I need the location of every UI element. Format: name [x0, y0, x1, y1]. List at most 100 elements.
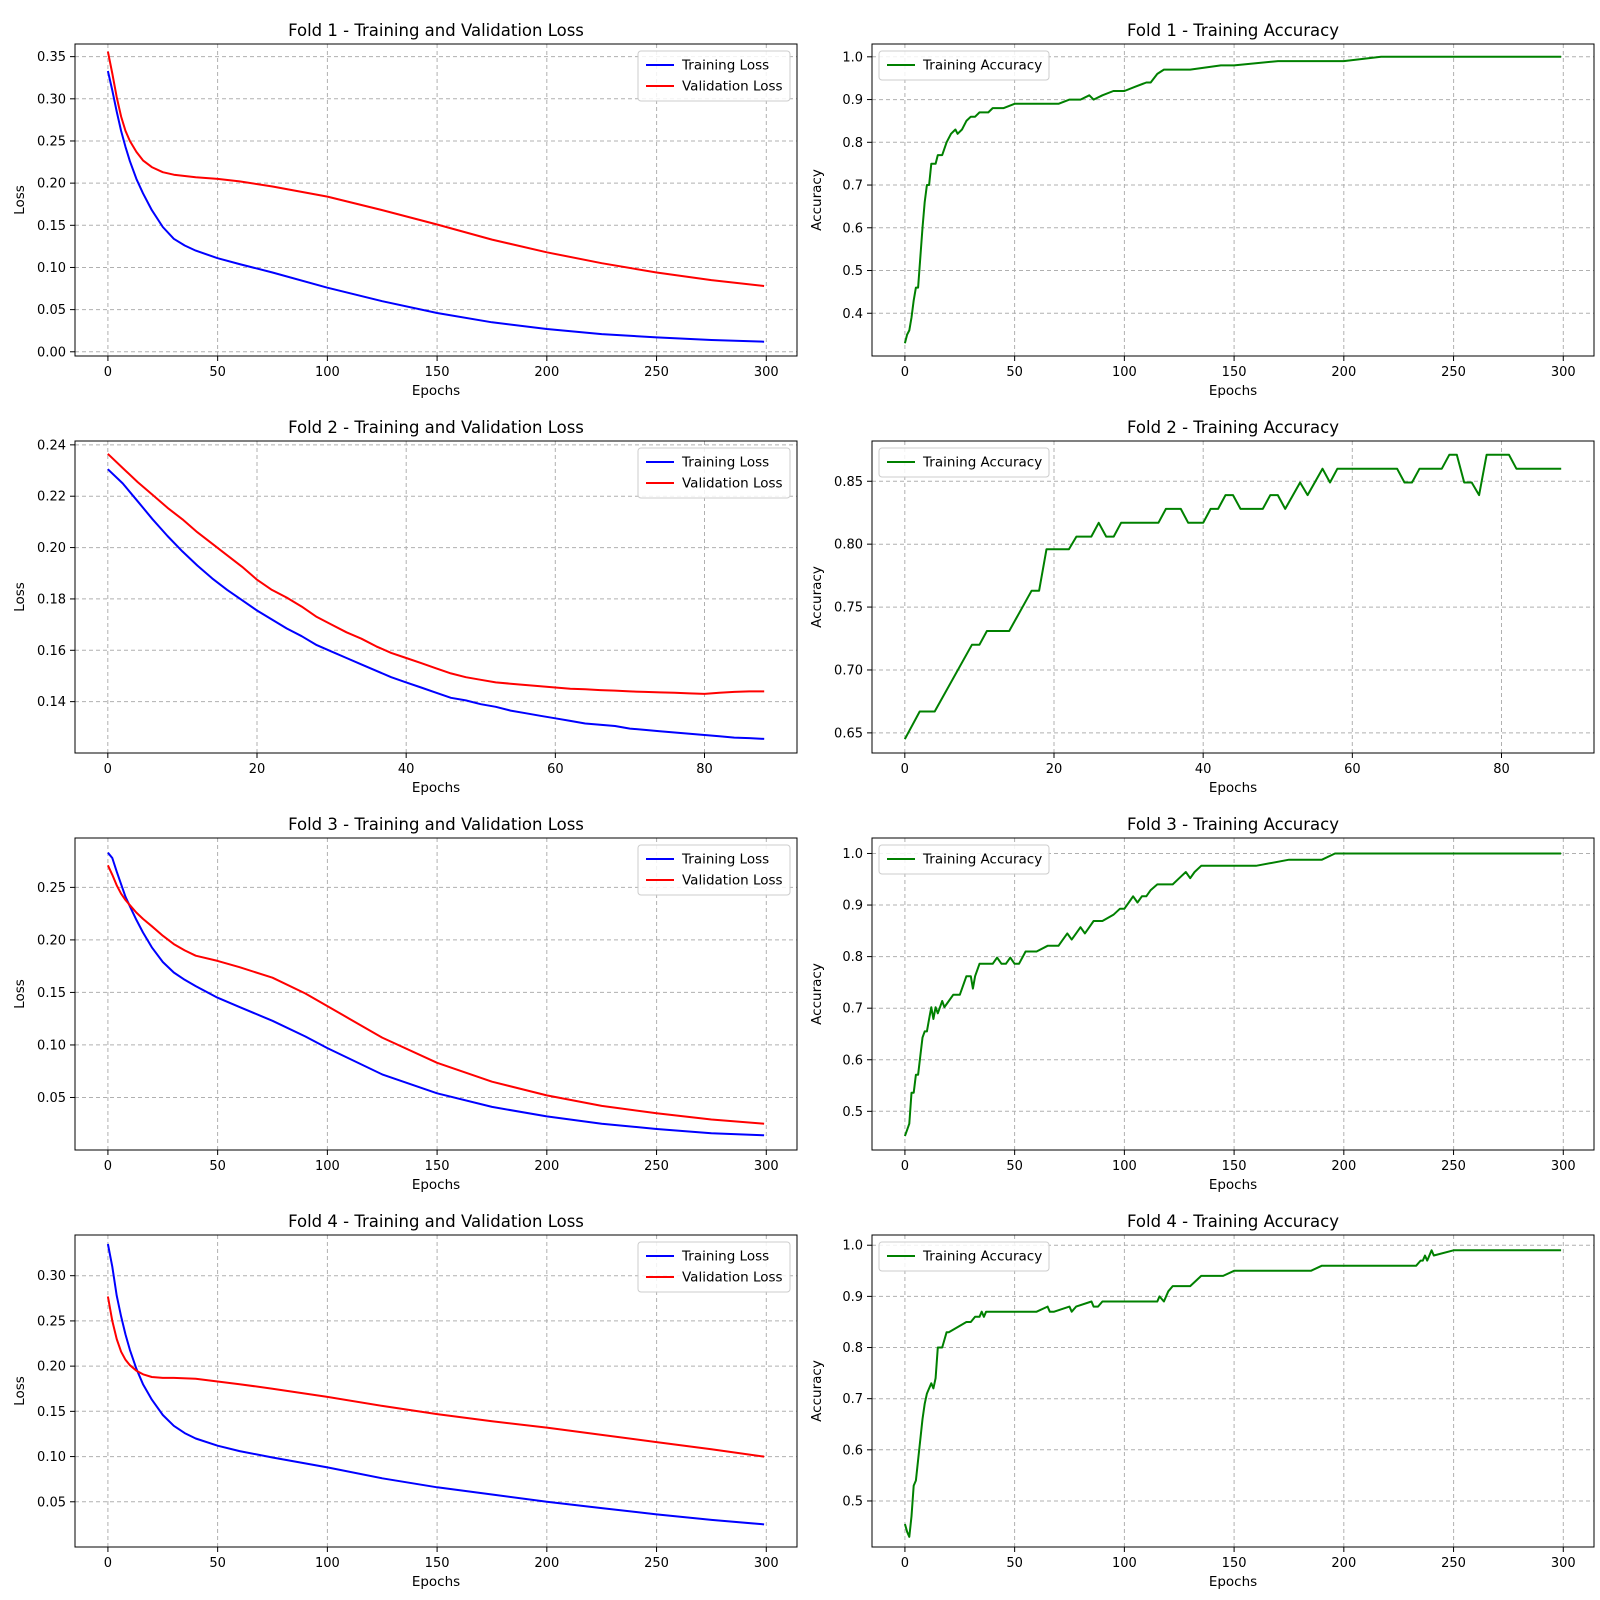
x-tick-label: 200	[534, 1159, 559, 1174]
plot-frame	[871, 1234, 1595, 1548]
training-accuracy-line	[903, 55, 1562, 344]
y-tick-label: 0.6	[842, 221, 863, 236]
y-tick-label: 0.9	[842, 899, 863, 914]
legend-label: Training Accuracy	[922, 455, 1042, 471]
y-tick-label: 0.8	[842, 1341, 863, 1356]
y-tick-label: 0.9	[842, 1290, 863, 1305]
x-tick-label: 0	[901, 1159, 909, 1174]
y-axis-label: Loss	[12, 979, 28, 1009]
x-axis-label: Epochs	[412, 1177, 460, 1193]
legend: Training Loss Validation Loss	[637, 50, 791, 102]
x-tick-label: 200	[534, 1556, 559, 1571]
legend-label: Training Loss	[681, 455, 769, 471]
legend: Training Loss Validation Loss	[637, 1241, 791, 1293]
y-tick-label: 0.10	[37, 1450, 66, 1465]
x-tick-label: 20	[249, 762, 266, 777]
chart-title: Fold 4 - Training and Validation Loss	[288, 1212, 584, 1231]
chart-panel-1: 0 50 100 150 200 250 300 0.00 0.05 0.10 0.15 0.20 0.…	[12, 21, 798, 399]
training-accuracy-line	[903, 852, 1562, 1137]
x-tick-label: 150	[1222, 1556, 1247, 1571]
x-axis-label: Epochs	[412, 1574, 460, 1590]
y-tick-label: 0.15	[37, 219, 66, 234]
y-axis-label: Loss	[12, 582, 28, 612]
training-loss-line	[107, 852, 765, 1137]
legend: Training Accuracy	[878, 447, 1050, 478]
validation-loss-line	[106, 51, 765, 287]
y-tick-label: 0.65	[834, 726, 863, 741]
x-axis-label: Epochs	[1209, 383, 1257, 399]
legend-box	[637, 50, 791, 102]
x-tick-label: 300	[1551, 1159, 1576, 1174]
x-tick-label: 200	[1331, 1159, 1356, 1174]
chart-title: Fold 3 - Training and Validation Loss	[288, 815, 584, 834]
y-tick-label: 0.5	[842, 1105, 863, 1120]
legend-label: Training Loss	[681, 1249, 769, 1265]
legend: Training Loss Validation Loss	[637, 447, 791, 499]
plot-frame	[74, 1234, 798, 1548]
y-axis-label: Loss	[12, 1376, 28, 1406]
plot-frame	[74, 43, 798, 357]
x-axis-label: Epochs	[412, 383, 460, 399]
x-tick-label: 200	[534, 365, 559, 380]
x-tick-label: 100	[315, 1556, 340, 1571]
plot-frame	[871, 837, 1595, 1151]
x-tick-label: 60	[1344, 762, 1361, 777]
x-tick-label: 0	[901, 365, 909, 380]
chart-panel-8: 0 50 100 150 200 250 300 0.5 0.6 0.7 0.8 0.9 1.0 Fold…	[809, 1212, 1595, 1590]
chart-panel-4: 0 20 40 60 80 0.65 0.70 0.75 0.80 0.85 Fold 2 - Tr…	[809, 418, 1595, 796]
y-tick-label: 0.9	[842, 93, 863, 108]
x-tick-label: 100	[1112, 1556, 1137, 1571]
gridlines	[872, 44, 1594, 356]
y-tick-label: 0.6	[842, 1443, 863, 1458]
y-axis-label: Accuracy	[809, 566, 825, 628]
x-tick-label: 50	[1006, 365, 1023, 380]
y-tick-label: 0.30	[37, 92, 66, 107]
x-tick-label: 150	[425, 1556, 450, 1571]
validation-loss-line	[106, 864, 765, 1125]
x-tick-label: 300	[754, 1159, 779, 1174]
legend-label: Training Loss	[681, 58, 769, 74]
plot-frame	[74, 837, 798, 1151]
x-tick-label: 0	[104, 1159, 112, 1174]
chart-title: Fold 4 - Training Accuracy	[1127, 1212, 1339, 1231]
x-axis-label: Epochs	[1209, 1574, 1257, 1590]
y-tick-label: 0.6	[842, 1053, 863, 1068]
y-tick-label: 0.7	[842, 1392, 863, 1407]
legend-label: Validation Loss	[682, 873, 783, 889]
y-tick-label: 0.05	[37, 1495, 66, 1510]
y-tick-label: 0.25	[37, 881, 66, 896]
y-tick-label: 0.8	[842, 950, 863, 965]
x-axis-label: Epochs	[1209, 1177, 1257, 1193]
chart-panel-2: 0 50 100 150 200 250 300 0.4 0.5 0.6 0.7 0.8 0.9 1.0 F…	[809, 21, 1595, 399]
y-axis-label: Accuracy	[809, 1360, 825, 1422]
legend-box	[878, 50, 1050, 81]
legend-box	[637, 1241, 791, 1293]
training-loss-line	[106, 70, 765, 343]
legend-box	[878, 844, 1050, 875]
legend-label: Validation Loss	[682, 476, 783, 492]
legend: Training Accuracy	[878, 1241, 1050, 1272]
y-tick-label: 0.00	[37, 345, 66, 360]
x-tick-label: 250	[644, 365, 669, 380]
chart-panel-7: 0 50 100 150 200 250 300 0.05 0.10 0.15 0.20 0.25 0.…	[12, 1212, 798, 1590]
x-tick-label: 250	[644, 1556, 669, 1571]
y-tick-label: 0.16	[37, 644, 66, 659]
x-tick-label: 0	[901, 762, 909, 777]
x-tick-label: 300	[754, 1556, 779, 1571]
legend-label: Training Accuracy	[922, 58, 1042, 74]
x-tick-label: 60	[547, 762, 564, 777]
y-tick-label: 0.22	[37, 490, 66, 505]
x-tick-label: 250	[644, 1159, 669, 1174]
y-tick-label: 0.4	[842, 307, 863, 322]
gridlines	[75, 441, 797, 753]
y-tick-label: 0.25	[37, 134, 66, 149]
y-tick-label: 0.30	[37, 1269, 66, 1284]
x-tick-label: 150	[1222, 1159, 1247, 1174]
y-tick-label: 0.24	[37, 438, 66, 453]
x-tick-label: 200	[1331, 1556, 1356, 1571]
validation-loss-line	[106, 1296, 765, 1458]
x-tick-label: 50	[1006, 1556, 1023, 1571]
x-tick-label: 0	[901, 1556, 909, 1571]
chart-title: Fold 1 - Training Accuracy	[1127, 21, 1339, 40]
legend-label: Validation Loss	[682, 1270, 783, 1286]
